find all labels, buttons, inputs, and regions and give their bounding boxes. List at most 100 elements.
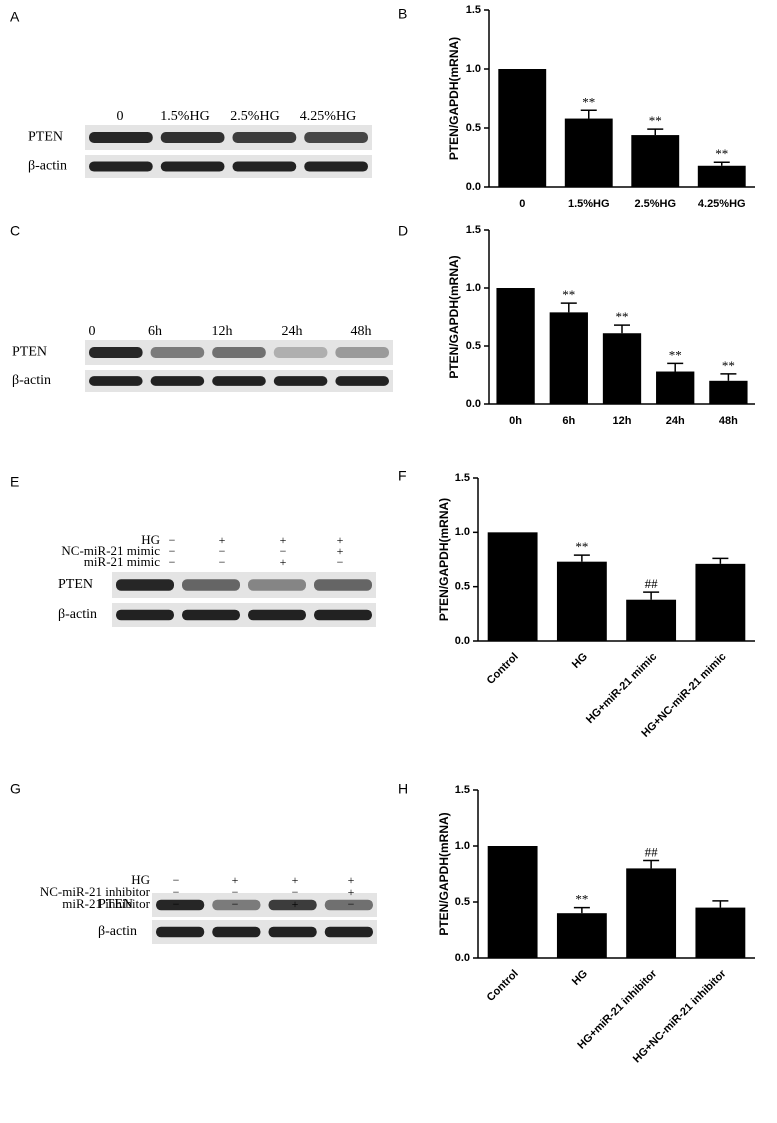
condition-label: NC-miR-21 inhibitor xyxy=(40,884,151,899)
blot-band xyxy=(160,132,225,143)
x-tick-label: 4.25%HG xyxy=(698,198,746,210)
y-tick-label: 0.0 xyxy=(455,635,470,647)
x-tick-label: HG xyxy=(570,968,590,988)
condition-sign: − xyxy=(173,873,180,887)
blot-band xyxy=(116,579,174,591)
condition-sign: + xyxy=(337,533,344,547)
condition-sign: + xyxy=(292,873,299,887)
y-tick-label: 1.5 xyxy=(466,4,481,16)
condition-sign: + xyxy=(337,544,344,558)
blot-band xyxy=(232,161,297,172)
y-axis-label: PTEN/GAPDH(mRNA) xyxy=(437,498,451,621)
condition-sign: + xyxy=(219,533,226,547)
condition-sign: + xyxy=(348,873,355,887)
bar xyxy=(498,69,547,187)
blot-band xyxy=(248,579,306,591)
blot-band xyxy=(314,579,372,591)
condition-sign: − xyxy=(232,885,239,899)
condition-sign: − xyxy=(348,897,355,911)
x-tick-label: HG+miR-21 mimic xyxy=(584,651,659,726)
bar xyxy=(487,532,538,641)
condition-sign: + xyxy=(280,533,287,547)
blot-band xyxy=(273,376,328,386)
condition-sign: + xyxy=(292,897,299,911)
x-tick-label: 6h xyxy=(562,415,575,427)
blot-band xyxy=(156,899,205,911)
bar xyxy=(487,846,538,958)
condition-sign: + xyxy=(280,555,287,569)
condition-sign: − xyxy=(169,544,176,558)
x-tick-label: 0 xyxy=(519,198,525,210)
x-tick-label: 24h xyxy=(666,415,685,427)
blot-band xyxy=(304,161,368,172)
significance-marker: ** xyxy=(715,146,728,161)
blot-band xyxy=(212,899,261,911)
bar xyxy=(564,118,613,187)
lane-label: 12h xyxy=(212,324,233,339)
condition-sign: − xyxy=(173,897,180,911)
blot-row-label: β-actin xyxy=(28,159,67,174)
blot-band xyxy=(160,161,225,172)
significance-marker: ** xyxy=(562,287,575,302)
bar xyxy=(695,907,746,958)
condition-sign: + xyxy=(348,885,355,899)
bar xyxy=(549,312,588,404)
bar xyxy=(709,380,748,404)
bar xyxy=(631,135,680,187)
panel-letter: F xyxy=(398,468,407,484)
x-tick-label: HG xyxy=(570,651,590,671)
panel-letter: A xyxy=(10,9,20,25)
x-tick-label: 1.5%HG xyxy=(568,198,610,210)
lane-label: 0 xyxy=(89,324,96,339)
lane-label: 6h xyxy=(148,324,162,339)
panel-letter: D xyxy=(398,223,408,239)
blot-strip xyxy=(85,155,372,178)
y-tick-label: 0.0 xyxy=(466,398,481,410)
blot-band xyxy=(156,926,205,938)
lane-label: 1.5%HG xyxy=(160,109,209,124)
significance-marker: ** xyxy=(582,94,595,109)
condition-sign: − xyxy=(173,885,180,899)
y-tick-label: 0.0 xyxy=(466,181,481,193)
blot-band xyxy=(268,899,317,911)
blot-band xyxy=(324,899,373,911)
condition-sign: + xyxy=(232,873,239,887)
blot-band xyxy=(150,347,205,358)
y-tick-label: 0.5 xyxy=(455,581,470,593)
y-axis-label: PTEN/GAPDH(mRNA) xyxy=(447,37,461,160)
y-tick-label: 1.0 xyxy=(466,63,481,75)
y-tick-label: 1.5 xyxy=(455,784,470,796)
significance-marker: ** xyxy=(649,113,662,128)
significance-marker: ** xyxy=(669,347,682,362)
y-tick-label: 0.5 xyxy=(466,340,481,352)
x-tick-label: Control xyxy=(485,651,521,687)
blot-band xyxy=(89,132,153,143)
lane-label: 24h xyxy=(282,324,303,339)
condition-label: miR-21 mimic xyxy=(84,554,160,569)
condition-sign: − xyxy=(169,555,176,569)
x-tick-label: 48h xyxy=(719,415,738,427)
bar xyxy=(496,288,535,404)
significance-marker: ## xyxy=(645,576,659,591)
blot-row-label: β-actin xyxy=(12,373,51,388)
bar xyxy=(626,599,677,641)
condition-sign: − xyxy=(169,533,176,547)
blot-band xyxy=(182,609,240,621)
significance-marker: ## xyxy=(645,845,659,860)
y-tick-label: 1.0 xyxy=(466,282,481,294)
blot-band xyxy=(212,347,266,358)
y-tick-label: 0.0 xyxy=(455,952,470,964)
blot-band xyxy=(304,132,368,143)
x-tick-label: 0h xyxy=(509,415,522,427)
blot-band xyxy=(89,376,143,386)
blot-row-label: PTEN xyxy=(98,897,133,912)
significance-marker: ** xyxy=(616,309,629,324)
condition-sign: − xyxy=(232,897,239,911)
x-tick-label: 12h xyxy=(613,415,632,427)
blot-band xyxy=(335,347,389,358)
blot-band xyxy=(314,609,372,621)
x-tick-label: 2.5%HG xyxy=(634,198,676,210)
condition-sign: − xyxy=(219,544,226,558)
blot-band xyxy=(268,926,317,938)
